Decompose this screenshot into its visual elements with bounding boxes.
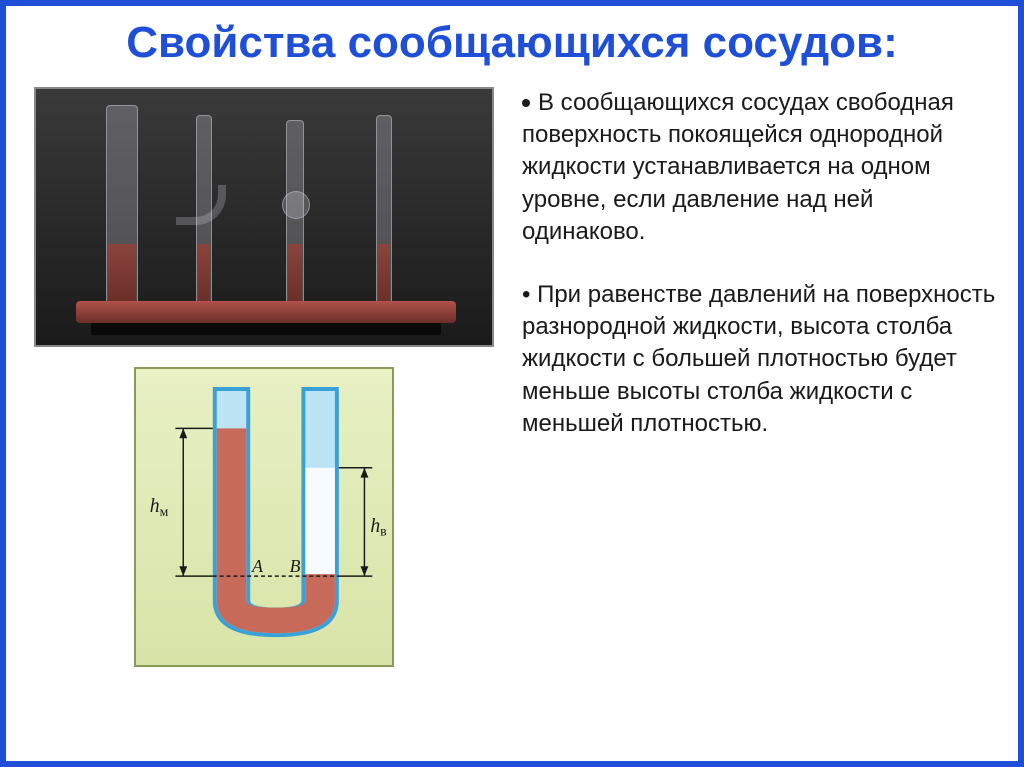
liquid-1 (108, 244, 136, 304)
u-tube-diagram: hм hв A B (134, 367, 394, 667)
tube-1 (106, 105, 138, 305)
paragraph-2: • При равенстве давлений на поверхность … (522, 279, 998, 441)
label-b: B (290, 556, 301, 576)
curved-section (176, 185, 226, 225)
content-area: hм hв A B В сообщающихся сосудах свободн… (26, 87, 998, 667)
liquid-2 (198, 244, 210, 304)
paragraph-1: В сообщающихся сосудах свободная поверхн… (522, 87, 998, 249)
arrow-down-right (360, 566, 368, 576)
arrow-up-left (179, 428, 187, 438)
apparatus-stand (91, 323, 441, 335)
label-h-left: hм (150, 495, 169, 519)
paragraph-1-text: В сообщающихся сосудах свободная поверхн… (522, 89, 954, 246)
label-h-right: hв (370, 514, 387, 538)
bulb-icon (282, 191, 310, 219)
bend-liquid (217, 574, 335, 633)
slide-title: Свойства сообщающихся сосудов: (26, 18, 998, 69)
label-a: A (251, 556, 263, 576)
apparatus-photo (34, 87, 494, 347)
paragraph-2-text: • При равенстве давлений на поверхность … (522, 281, 995, 438)
apparatus-base (76, 301, 456, 323)
right-column: В сообщающихся сосудах свободная поверхн… (522, 87, 998, 667)
liquid-3 (288, 244, 302, 304)
right-liquid (305, 467, 335, 575)
left-column: hм hв A B (26, 87, 502, 667)
left-liquid (217, 428, 247, 576)
arrow-down-left (179, 566, 187, 576)
liquid-4 (378, 244, 390, 304)
u-tube-svg: hм hв A B (136, 369, 392, 665)
bullet-icon (522, 99, 530, 107)
tube-4 (376, 115, 392, 305)
arrow-up-right (360, 467, 368, 477)
slide-frame: Свойства сообщающихся сосудов: (0, 0, 1024, 767)
tube-3 (286, 120, 304, 305)
